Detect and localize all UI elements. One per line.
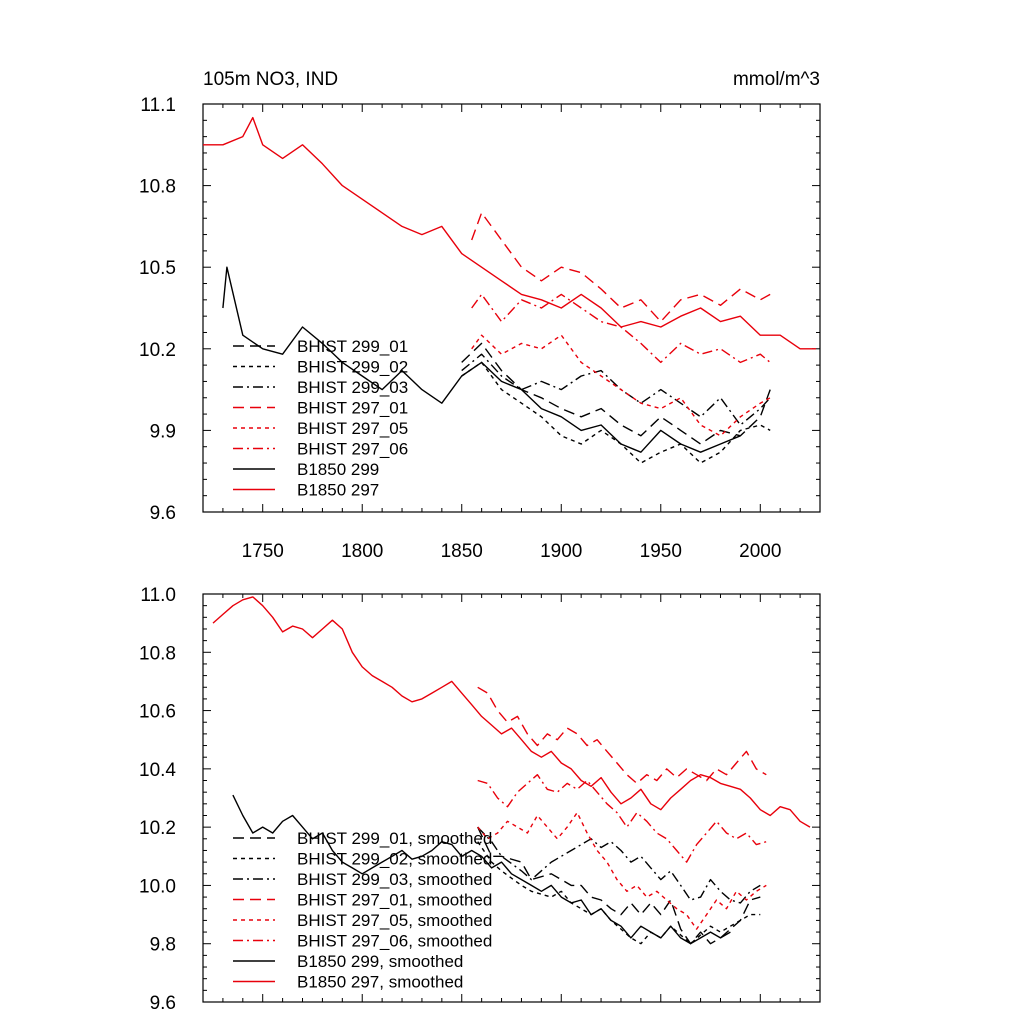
- y-tick-label: 10.2: [139, 340, 176, 361]
- y-tick-label: 10.4: [139, 760, 176, 781]
- y-tick-label: 10.2: [139, 818, 176, 839]
- series-line-bhist-299-03-smoothed: [477, 826, 761, 904]
- legend-label: BHIST 297_05: [297, 419, 408, 438]
- legend-label: BHIST 299_01: [297, 337, 408, 356]
- x-tick-label: 2000: [739, 541, 781, 562]
- legend-label: BHIST 299_02, smoothed: [297, 850, 492, 869]
- y-tick-label: 10.0: [139, 876, 176, 897]
- series-line-bhist-297-05-smoothed: [477, 811, 767, 930]
- series-line-bhist-299-01: [461, 342, 771, 445]
- y-tick-label: 10.8: [139, 643, 176, 664]
- y-tick-label: 9.8: [150, 935, 176, 956]
- legend-label: BHIST 297_01, smoothed: [297, 891, 492, 910]
- series-line-b1850-299-smoothed: [232, 794, 731, 945]
- panel-title-right: mmol/m^3: [733, 69, 820, 90]
- legend-label: BHIST 299_01, smoothed: [297, 829, 492, 848]
- legend-label: B1850 297, smoothed: [297, 973, 463, 992]
- legend-label: BHIST 299_03: [297, 378, 408, 397]
- bottom-panel: 9.6 9.8 10.0 10.2 10.4 10.6 10.8 11.0 BHIST 299_…: [139, 585, 821, 1014]
- series-line-bhist-297-01-smoothed: [477, 686, 767, 785]
- y-tick-label: 10.8: [139, 177, 176, 198]
- series-line-b1850-297-smoothed: [212, 596, 811, 828]
- x-tick-label: 1950: [640, 541, 682, 562]
- y-tick-label: 11.1: [140, 95, 176, 116]
- series-line-b1850-297: [203, 116, 816, 350]
- legend-label: BHIST 297_05, smoothed: [297, 911, 492, 930]
- series-line-bhist-299-01-smoothed: [477, 826, 761, 945]
- x-tick-label: 1800: [341, 541, 383, 562]
- top-panel: 105m NO3, IND mmol/m^3 1750 1800 1850 1900 1…: [139, 69, 821, 562]
- y-tick-label: 9.6: [150, 993, 176, 1014]
- legend-label: BHIST 297_06, smoothed: [297, 932, 492, 951]
- x-tick-label: 1900: [540, 541, 582, 562]
- plot-frame: [202, 103, 821, 513]
- legend-label: BHIST 297_06: [297, 440, 408, 459]
- series-line-bhist-299-02-smoothed: [477, 841, 761, 945]
- y-tick-label: 10.5: [139, 258, 176, 279]
- series-line-b1850-299: [222, 266, 741, 453]
- series-line-bhist-297-06-smoothed: [477, 774, 767, 863]
- legend-label: B1850 299, smoothed: [297, 952, 463, 971]
- x-tick-label: 1850: [441, 541, 483, 562]
- series-line-bhist-297-05: [471, 334, 771, 437]
- series-line-bhist-299-03: [461, 353, 771, 426]
- panel-title-left: 105m NO3, IND: [203, 69, 338, 90]
- series-line-bhist-297-06: [471, 293, 771, 364]
- series-line-bhist-297-01: [471, 212, 771, 323]
- legend-label: BHIST 297_01: [297, 399, 408, 418]
- x-tick-label: 1750: [242, 541, 284, 562]
- legend-label: BHIST 299_02: [297, 358, 408, 377]
- legend-label: B1850 299: [297, 460, 379, 479]
- plot-frame: [202, 593, 821, 1003]
- legend-label: BHIST 299_03, smoothed: [297, 870, 492, 889]
- legend-label: B1850 297: [297, 481, 379, 500]
- y-tick-label: 9.6: [150, 503, 176, 524]
- y-tick-label: 10.6: [139, 702, 176, 723]
- y-tick-label: 11.0: [140, 585, 176, 606]
- y-tick-label: 9.9: [150, 421, 176, 442]
